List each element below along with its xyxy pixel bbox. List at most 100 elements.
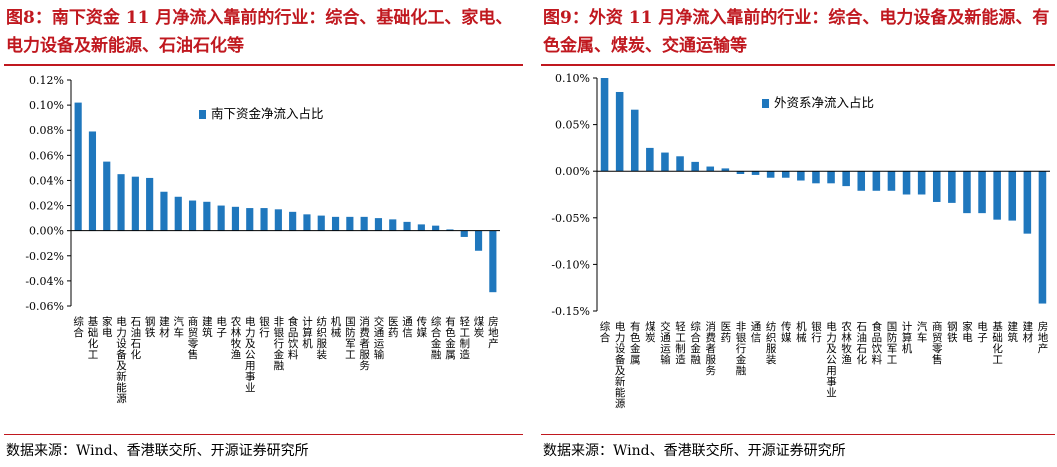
chart-bar xyxy=(260,208,268,231)
chart-bar xyxy=(978,171,986,214)
chart-bar xyxy=(374,218,383,231)
x-category-label: 综合金融 xyxy=(430,315,442,360)
y-tick-label: 0.02% xyxy=(29,200,64,213)
x-category-label: 房地产 xyxy=(487,315,499,349)
chart-bar xyxy=(74,102,82,231)
chart-bar xyxy=(721,168,730,172)
x-category-label: 汽车 xyxy=(916,320,928,343)
y-tick-label: -0.02% xyxy=(25,250,64,263)
chart-bar xyxy=(872,171,881,191)
chart-bar xyxy=(766,171,775,178)
x-category-label: 综合金融 xyxy=(689,320,701,365)
x-category-label: 消费者服务 xyxy=(358,315,370,371)
x-category-label: 基础化工 xyxy=(86,315,98,360)
x-category-label: 建材 xyxy=(1021,320,1033,343)
x-category-label: 有色金属 xyxy=(629,320,641,365)
x-category-label: 传媒 xyxy=(780,321,792,343)
x-category-label: 石油石化 xyxy=(855,321,867,365)
chart-bar xyxy=(797,171,805,181)
chart-bar xyxy=(160,191,168,231)
chart-bar xyxy=(615,91,624,172)
y-tick-label: 0.10% xyxy=(555,72,590,85)
chart-bar xyxy=(751,171,760,175)
chart-bar xyxy=(902,171,911,195)
x-category-label: 非银行金融 xyxy=(734,321,746,376)
figure-8-source: 数据来源：Wind、香港联交所、开源证券研究所 xyxy=(6,443,309,459)
x-category-label: 纺织服装 xyxy=(315,315,327,360)
legend-label: 南下资金净流入占比 xyxy=(211,106,324,121)
x-category-label: 建筑 xyxy=(201,315,213,338)
x-category-label: 机械 xyxy=(330,315,342,338)
figure-8-panel: 图8：南下资金 11 月净流入靠前的行业：综合、基础化工、家电、电力设备及新能源… xyxy=(0,0,525,467)
chart-bar xyxy=(360,216,368,231)
x-category-label: 国防军工 xyxy=(885,321,897,365)
chart-bar xyxy=(474,230,483,251)
y-tick-label: -0.06% xyxy=(25,300,64,313)
x-category-label: 交通运输 xyxy=(659,320,671,365)
chart-bar xyxy=(317,215,325,231)
chart-bar xyxy=(188,200,197,231)
chart-bar xyxy=(246,208,254,231)
x-category-label: 电子 xyxy=(215,315,227,338)
y-tick-label: -0.10% xyxy=(551,258,590,271)
chart-bar xyxy=(231,206,240,231)
chart-bar xyxy=(691,161,699,172)
chart-bar xyxy=(630,109,639,172)
source-divider xyxy=(4,434,523,435)
chart-bar xyxy=(346,216,354,231)
chart-bar xyxy=(827,171,835,184)
chart-bar xyxy=(203,201,211,231)
x-category-label: 商贸零售 xyxy=(187,315,199,360)
chart-bar xyxy=(887,171,896,191)
figure-8-title: 图8：南下资金 11 月净流入靠前的行业：综合、基础化工、家电、电力设备及新能源… xyxy=(6,8,513,56)
chart-bar xyxy=(131,176,139,231)
y-tick-label: 0.04% xyxy=(29,174,64,187)
x-category-label: 家电 xyxy=(101,315,113,338)
x-category-label: 农林牧渔 xyxy=(229,315,241,360)
chart-bar xyxy=(274,209,282,231)
chart-bar xyxy=(331,216,340,231)
x-category-label: 医药 xyxy=(387,316,399,338)
chart-bar xyxy=(917,171,926,195)
y-tick-label: -0.04% xyxy=(25,275,64,288)
figure-9-title: 图9：外资 11 月净流入靠前的行业：综合、电力设备及新能源、有色金属、煤炭、交… xyxy=(543,8,1050,56)
chart-bar xyxy=(600,78,609,172)
chart-bar xyxy=(1008,171,1017,221)
legend-swatch xyxy=(762,99,769,108)
chart-bar xyxy=(146,177,154,231)
y-tick-label: 0.10% xyxy=(29,99,64,112)
x-category-label: 有色金属 xyxy=(444,315,456,360)
chart-bar xyxy=(103,161,111,231)
x-category-label: 银行 xyxy=(810,320,822,343)
chart-bar xyxy=(217,205,225,231)
chart-bar xyxy=(446,229,454,231)
y-tick-label: 0.00% xyxy=(29,225,64,238)
x-category-label: 商贸零售 xyxy=(931,320,943,365)
chart-bar xyxy=(842,171,850,187)
x-category-label: 轻工制造 xyxy=(458,315,470,360)
x-category-label: 电子 xyxy=(976,320,988,343)
x-category-label: 建筑 xyxy=(1006,320,1018,343)
y-tick-label: -0.15% xyxy=(551,305,590,318)
x-category-label: 汽车 xyxy=(172,315,184,338)
chart-bar xyxy=(676,156,684,172)
y-tick-label: 0.05% xyxy=(555,119,590,132)
figure-9-panel: 图9：外资 11 月净流入靠前的行业：综合、电力设备及新能源、有色金属、煤炭、交… xyxy=(537,0,1057,467)
chart-bar xyxy=(932,171,941,202)
y-tick-label: 0.00% xyxy=(555,165,590,178)
x-category-label: 建材 xyxy=(158,315,170,338)
y-tick-label: 0.08% xyxy=(29,124,64,137)
x-category-label: 家电 xyxy=(961,320,973,343)
legend-label: 外资系净流入占比 xyxy=(774,95,874,110)
x-category-label: 电力及公用事业 xyxy=(825,320,837,398)
x-category-label: 通信 xyxy=(750,321,762,343)
title-divider xyxy=(541,64,1055,66)
chart-bar xyxy=(993,171,1001,220)
title-divider xyxy=(4,64,523,66)
chart-bar xyxy=(706,166,715,172)
x-category-label: 食品饮料 xyxy=(870,320,882,365)
x-category-label: 轻工制造 xyxy=(674,320,686,365)
chart-bar xyxy=(857,171,866,191)
x-category-label: 消费者服务 xyxy=(704,320,716,376)
chart-bar xyxy=(403,221,411,231)
